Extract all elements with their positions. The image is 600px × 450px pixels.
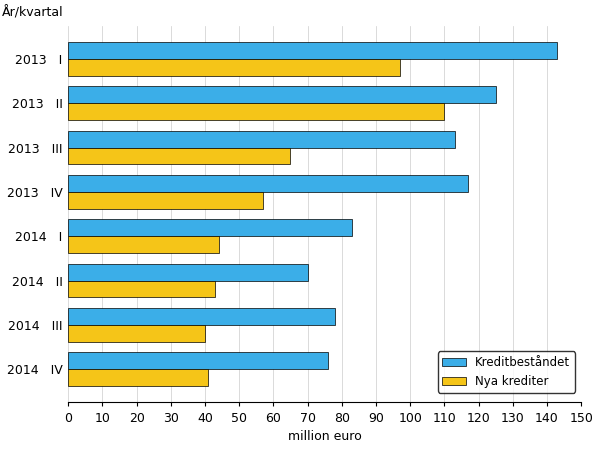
Text: År/kvartal: År/kvartal: [2, 6, 63, 20]
Bar: [68, 103, 445, 120]
Bar: [68, 369, 208, 386]
Bar: [68, 42, 557, 59]
Bar: [68, 130, 455, 148]
Bar: [68, 86, 496, 103]
Bar: [68, 192, 263, 209]
Bar: [68, 175, 468, 192]
Bar: [68, 219, 352, 236]
Legend: Kreditbeståndet, Nya krediter: Kreditbeståndet, Nya krediter: [437, 351, 575, 393]
Bar: [68, 264, 308, 280]
Bar: [68, 236, 218, 253]
Bar: [68, 59, 400, 76]
Bar: [68, 325, 205, 342]
Bar: [68, 148, 290, 164]
Bar: [68, 308, 335, 325]
Bar: [68, 280, 215, 297]
X-axis label: million euro: million euro: [288, 430, 362, 443]
Bar: [68, 352, 328, 369]
